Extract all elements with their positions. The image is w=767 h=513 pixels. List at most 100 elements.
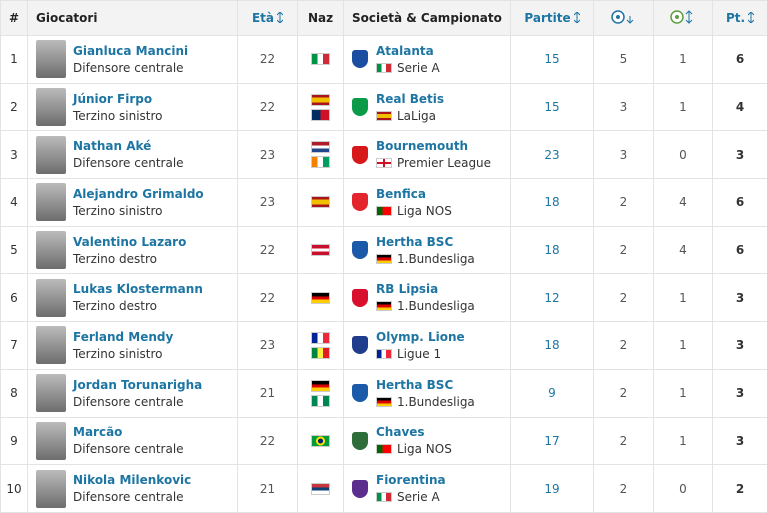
matches-cell[interactable]: 9 (511, 369, 594, 417)
player-name[interactable]: Jordan Torunarigha (73, 378, 202, 392)
matches-cell[interactable]: 15 (511, 83, 594, 131)
nationality-flag (311, 292, 330, 304)
age-cell: 21 (238, 465, 298, 513)
league-name: Liga NOS (397, 204, 452, 218)
matches-cell[interactable]: 18 (511, 322, 594, 370)
club-text: Benfica Liga NOS (376, 187, 452, 218)
player-name[interactable]: Marcão (73, 425, 184, 439)
league-flag (376, 301, 392, 311)
player-cell: Jordan Torunarigha Difensore centrale (28, 369, 238, 417)
nationality-flag (311, 196, 330, 208)
player-text: Jordan Torunarigha Difensore centrale (73, 378, 202, 409)
age-header[interactable]: Età (238, 1, 298, 36)
points-cell: 6 (713, 36, 767, 84)
goals-cell: 2 (594, 369, 654, 417)
nationality-flag (311, 380, 330, 392)
goals-cell: 2 (594, 465, 654, 513)
assists-cell: 1 (654, 83, 713, 131)
club-name[interactable]: Fiorentina (376, 473, 446, 487)
assists-cell: 1 (654, 417, 713, 465)
points-header-text: Pt. (726, 11, 745, 25)
goals-cell: 5 (594, 36, 654, 84)
league-name: Premier League (397, 156, 491, 170)
assists-header[interactable] (654, 1, 713, 36)
matches-header[interactable]: Partite (511, 1, 594, 36)
club-name[interactable]: Olymp. Lione (376, 330, 465, 344)
player-photo (36, 422, 66, 460)
league-line: Ligue 1 (376, 347, 465, 361)
age-cell: 22 (238, 274, 298, 322)
club-name[interactable]: Atalanta (376, 44, 440, 58)
player-name[interactable]: Lukas Klostermann (73, 282, 203, 296)
player-name[interactable]: Nikola Milenkovic (73, 473, 191, 487)
matches-cell[interactable]: 17 (511, 417, 594, 465)
club-cell: Olymp. Lione Ligue 1 (344, 322, 511, 370)
goals-cell: 2 (594, 322, 654, 370)
club-name[interactable]: Chaves (376, 425, 452, 439)
player-name[interactable]: Nathan Aké (73, 139, 184, 153)
matches-cell[interactable]: 18 (511, 179, 594, 227)
club-name[interactable]: Hertha BSC (376, 235, 475, 249)
matches-cell[interactable]: 23 (511, 131, 594, 179)
matches-cell[interactable]: 15 (511, 36, 594, 84)
player-name[interactable]: Gianluca Mancini (73, 44, 188, 58)
age-cell: 21 (238, 369, 298, 417)
league-line: 1.Bundesliga (376, 299, 475, 313)
club-cell: Benfica Liga NOS (344, 179, 511, 227)
nationality-cell (298, 131, 344, 179)
player-name[interactable]: Alejandro Grimaldo (73, 187, 204, 201)
club-cell: Atalanta Serie A (344, 36, 511, 84)
league-flag (376, 444, 392, 454)
header-row: # Giocatori Età Naz Società & Campionato… (1, 1, 767, 36)
goals-cell: 2 (594, 274, 654, 322)
nationality-cell (298, 417, 344, 465)
nationality-flag (311, 332, 330, 344)
league-flag (376, 63, 392, 73)
league-name: Liga NOS (397, 442, 452, 456)
assists-cell: 1 (654, 322, 713, 370)
club-name[interactable]: Bournemouth (376, 139, 491, 153)
league-name: 1.Bundesliga (397, 395, 475, 409)
player-photo (36, 374, 66, 412)
league-name: Serie A (397, 61, 440, 75)
league-line: 1.Bundesliga (376, 395, 475, 409)
club-name[interactable]: Real Betis (376, 92, 444, 106)
matches-cell[interactable]: 18 (511, 226, 594, 274)
player-cell: Júnior Firpo Terzino sinistro (28, 83, 238, 131)
rank-cell: 6 (1, 274, 28, 322)
player-name[interactable]: Júnior Firpo (73, 92, 163, 106)
goals-header[interactable] (594, 1, 654, 36)
club-info: Olymp. Lione Ligue 1 (344, 330, 510, 361)
assists-icon (670, 10, 696, 24)
player-photo (36, 231, 66, 269)
club-name[interactable]: Benfica (376, 187, 452, 201)
player-position: Difensore centrale (73, 395, 202, 409)
nationality-flag (311, 347, 330, 359)
points-header[interactable]: Pt. (713, 1, 767, 36)
goals-cell: 2 (594, 179, 654, 227)
player-name[interactable]: Ferland Mendy (73, 330, 173, 344)
league-flag (376, 397, 392, 407)
player-name[interactable]: Valentino Lazaro (73, 235, 186, 249)
player-position: Terzino sinistro (73, 109, 163, 123)
club-name[interactable]: RB Lipsia (376, 282, 475, 296)
matches-cell[interactable]: 19 (511, 465, 594, 513)
matches-cell[interactable]: 12 (511, 274, 594, 322)
league-flag (376, 349, 392, 359)
club-crest (352, 50, 368, 68)
club-name[interactable]: Hertha BSC (376, 378, 475, 392)
